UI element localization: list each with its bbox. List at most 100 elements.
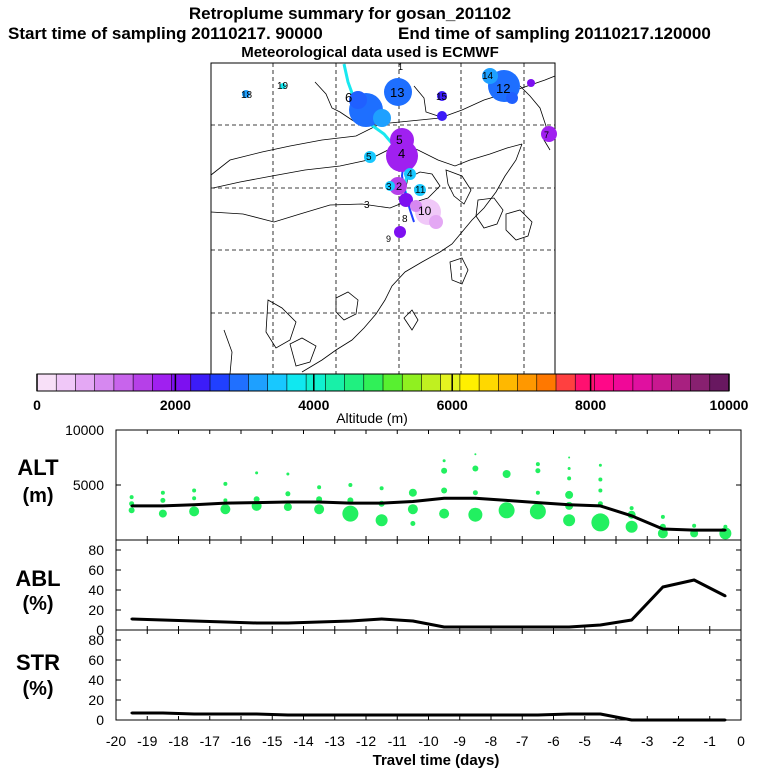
x-tick-label: -3 [641,733,654,749]
str-data-point [224,712,227,716]
particle-dot [223,498,228,503]
abl-data-point [630,618,633,622]
plume-cluster [414,184,426,196]
particle-dot [342,505,359,522]
map-label: 14 [482,71,494,82]
plume-cluster [386,140,418,172]
particle-dot [285,491,291,497]
str-series-line [131,711,726,722]
particle-dot [283,503,292,511]
plume-cluster [373,109,391,127]
particle-dot [474,453,477,456]
alt-panel: 10000 5000 [65,422,742,541]
plume-cluster [506,92,518,104]
map-graticule [211,63,555,374]
particle-dot [660,514,665,519]
plume-cluster [437,111,447,121]
colorbar-tick-label: 2000 [160,397,191,413]
plume-cluster [389,177,407,195]
particle-dot [568,456,571,459]
particle-dot [567,467,571,470]
colorbar-tick-label: 4000 [298,397,329,413]
map-label: 5 [396,133,403,147]
start-time-label: Start time of sampling 20110217. 90000 [8,24,323,43]
map-label: 12 [496,81,510,96]
y-tick-label: 80 [88,632,104,648]
alt-data-point [442,497,446,500]
abl-data-point [442,625,446,629]
particle-dot [567,476,572,481]
str-data-point [630,718,633,722]
colorbar-swatch [267,374,288,391]
x-tick-label: -10 [418,733,438,749]
colorbar-swatch [56,374,76,391]
x-axis: -20 -19 -18 -17 -16 -15 -14 -13 -12 -11 -10 -9 -8 -7-… [106,733,745,749]
colorbar-swatch [709,374,730,391]
colorbar-tick-label: 6000 [437,397,468,413]
str-data-point [161,711,165,715]
x-tick-label: -16 [231,733,251,749]
str-data-point [411,713,415,717]
alt-data-point [630,514,633,517]
alt-data-point [567,503,571,506]
y-tick-label: 60 [88,652,104,668]
abl-data-point [724,594,727,598]
x-tick-label: -12 [356,733,376,749]
particle-dot [314,504,325,515]
map-label: 10 [418,204,432,218]
colorbar-swatch [113,374,134,391]
y-tick-label: 60 [88,562,104,578]
particle-dot [442,459,446,463]
alt-series-line [131,496,726,532]
str-data-point [724,718,727,722]
plume-cluster [280,83,286,89]
abl-data-point [567,625,571,629]
map-label: 19 [277,81,289,92]
map-label: 15 [436,92,448,103]
colorbar-swatch [37,374,57,391]
colorbar-swatch [94,374,115,391]
colorbar-tick-label: 8000 [575,397,606,413]
particle-dot [563,514,576,527]
particle-dot [158,509,167,518]
abl-data-point [661,585,665,589]
x-tick-label: -4 [610,733,623,749]
alt-data-point [224,501,227,505]
colorbar-swatch [517,374,538,391]
y-tick-label: 20 [88,692,104,708]
particle-dot [255,471,259,475]
map-label: 7 [544,130,549,140]
y-tick-label: 0 [96,622,104,638]
end-time-label: End time of sampling 20110217.120000 [398,24,711,43]
colorbar-swatch [171,374,192,391]
particle-dot [498,502,515,519]
particle-dot [692,523,697,528]
abl-data-point [224,620,227,624]
alt-data-point [192,503,196,506]
map-label: 6 [345,90,352,105]
panel-frame [115,629,742,721]
colorbar-title: Altitude (m) [336,410,408,426]
particle-dot [535,462,540,467]
particle-dot [441,467,448,474]
colorbar-swatch [190,374,211,391]
particle-dot [598,463,602,467]
y-tick-label: 40 [88,672,104,688]
colorbar-swatch [75,374,96,391]
map-labels: 18 19 6 13 15 14 12 5 4 5 4 3 2 3 10 11 … [241,62,549,244]
x-tick-label: -15 [262,733,282,749]
map-label: 4 [398,146,405,161]
colorbar-swatch [479,374,499,391]
x-tick-label: -8 [485,733,498,749]
particle-dot [439,508,450,519]
particle-dot [565,490,574,499]
particle-dot [657,528,668,539]
particle-dot [529,503,546,520]
colorbar-swatch [632,374,653,391]
alt-data-point [161,504,165,508]
str-data-point [692,718,696,722]
alt-data-point [505,499,508,502]
alt-data-point [599,504,602,508]
x-tick-label: -2 [672,733,685,749]
particle-dot [220,504,231,515]
